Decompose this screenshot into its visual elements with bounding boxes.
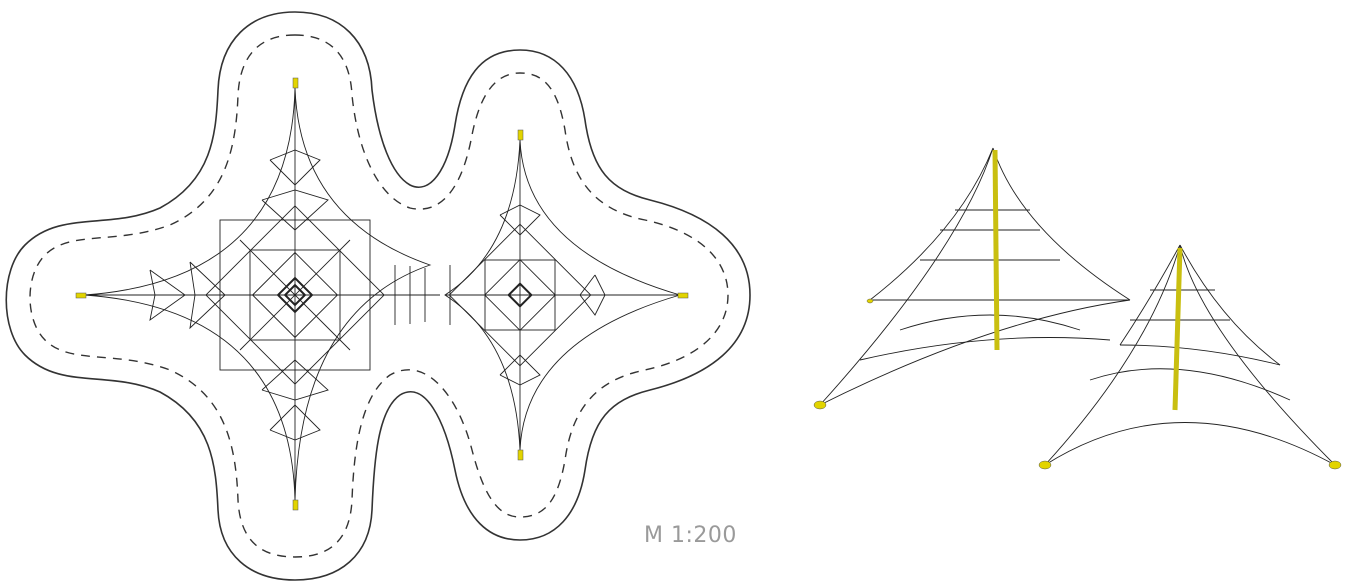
mast-poles: [992, 149, 1183, 411]
anchor-points-plan: [75, 77, 689, 511]
safety-zone-outer: [5, 11, 751, 581]
net-structure-large-plan: [84, 87, 440, 501]
safety-zone-dashed: [29, 34, 729, 558]
net-structure-perspective: [819, 147, 1336, 466]
safety-zone-outline: [5, 11, 751, 581]
anchor-points-perspective: [813, 298, 1342, 470]
scale-label: M 1:200: [644, 523, 737, 548]
net-structure-small-plan: [444, 139, 682, 451]
